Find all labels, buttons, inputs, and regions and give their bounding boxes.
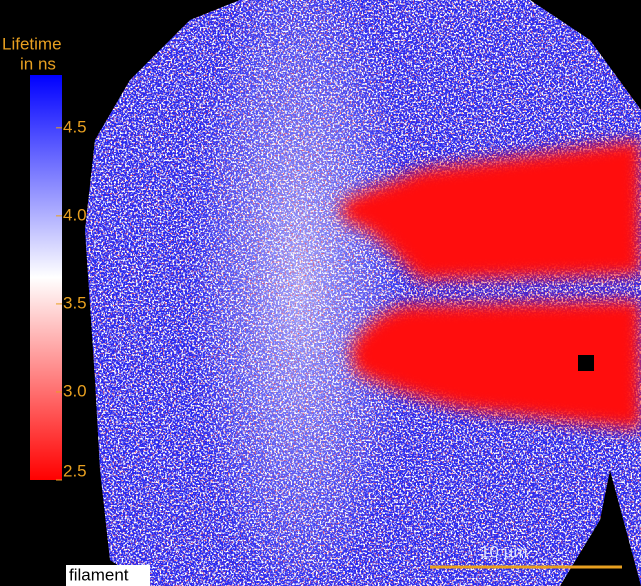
colorbar-title: Lifetime <box>2 34 62 53</box>
colorbar <box>30 75 62 480</box>
dark-spot <box>578 355 594 371</box>
annotation-box <box>66 565 150 586</box>
scale-bar-label: 10 µm <box>480 542 528 561</box>
tick-label: 4.0 <box>63 205 87 224</box>
tick-label: 3.0 <box>63 381 87 400</box>
filament-regions <box>340 140 641 430</box>
tick-label: 4.5 <box>63 117 87 136</box>
tick-label: 2.5 <box>63 461 87 480</box>
annotation: filament <box>69 565 129 584</box>
colorbar-title: in ns <box>20 54 56 73</box>
tick-label: 3.5 <box>63 293 87 312</box>
